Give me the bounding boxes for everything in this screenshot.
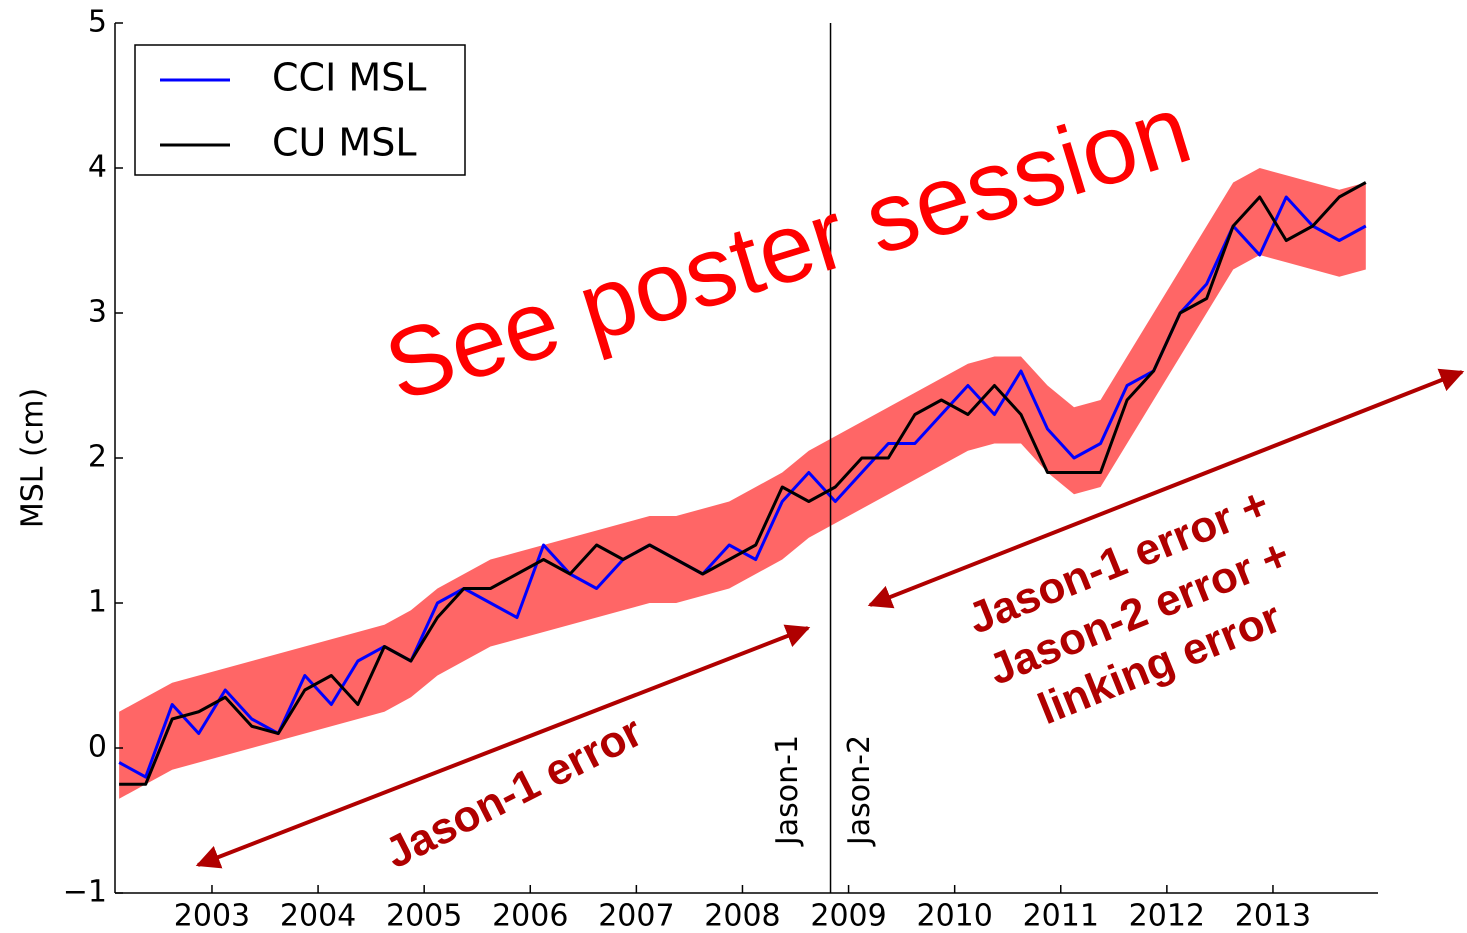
y-tick-label: 5 [88,5,107,40]
legend-box [134,44,466,176]
annotation: Jason-1 error [377,707,650,878]
y-tick-label: −1 [63,875,107,910]
annotation: See poster session [373,73,1202,422]
reference-label: Jason-1 [770,735,805,847]
y-tick-label: 0 [88,730,107,765]
x-tick-label: 2011 [1023,899,1099,933]
legend: CCI MSL CU MSL [134,44,466,176]
arrow [867,368,1465,609]
x-tick-label: 2009 [810,899,886,933]
y-tick-label: 3 [88,295,107,330]
x-tick-label: 2012 [1129,899,1205,933]
x-tick-label: 2004 [280,899,356,933]
x-tick-label: 2006 [492,899,568,933]
y-tick-label: 1 [88,585,107,620]
reference-label: Jason-2 [842,735,877,847]
x-tick-label: 2005 [386,899,462,933]
legend-label: CU MSL [272,121,417,165]
annotation-group: Jason-1 error + Jason-2 error + linking … [961,479,1296,734]
y-tick-label: 2 [88,440,107,475]
y-tick-label: 4 [88,150,107,185]
arrow [195,624,811,869]
x-tick-label: 2013 [1235,899,1311,933]
x-tick-label: 2008 [704,899,780,933]
x-tick-label: 2010 [916,899,992,933]
legend-label: CCI MSL [272,56,426,100]
x-tick-label: 2003 [174,899,250,933]
y-axis-label: MSL (cm) [16,388,51,528]
x-tick-label: 2007 [598,899,674,933]
